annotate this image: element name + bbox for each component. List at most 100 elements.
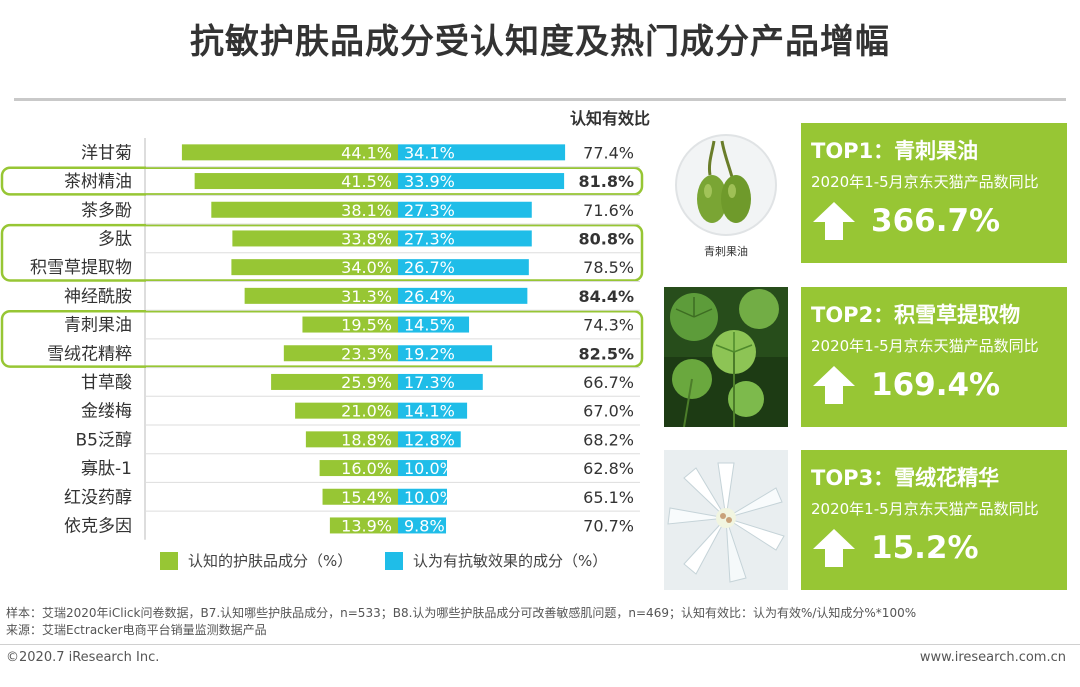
blue-bar-label: 12.8% (404, 430, 455, 449)
website: www.iresearch.com.cn (919, 650, 1066, 665)
blue-bar-label: 14.5% (404, 316, 455, 335)
ratio-label: 77.4% (583, 143, 634, 162)
legend-swatch-blue (385, 551, 403, 570)
ratio-label: 78.5% (583, 258, 634, 277)
blue-bar-label: 27.3% (404, 201, 455, 220)
blue-bar (398, 460, 447, 477)
category-label: 雪绒花精粹 (47, 344, 132, 364)
green-bar (194, 173, 398, 190)
green-bar (232, 230, 398, 247)
green-bar-label: 44.1% (341, 143, 392, 162)
ratio-label: 82.5% (578, 344, 634, 363)
blue-bar (398, 431, 461, 448)
ratio-label: 66.7% (583, 373, 634, 392)
highlight-group-1 (0, 166, 644, 196)
category-label: 茶树精油 (64, 172, 132, 192)
legend-item-blue: 认为有抗敏效果的成分（%） (385, 550, 607, 571)
green-bar-label: 18.8% (341, 430, 392, 449)
green-bar (283, 345, 398, 362)
footnote-sample: 样本：艾瑞2020年iClick问卷数据，B7.认知哪些护肤品成分，n=533；… (6, 606, 917, 620)
ratio-label: 68.2% (583, 430, 634, 449)
legend-swatch-green (160, 551, 178, 570)
page-title: 抗敏护肤品成分受认知度及热门成分产品增幅 (190, 22, 890, 62)
category-label: 寡肽-1 (81, 459, 132, 479)
blue-bar (398, 230, 532, 247)
ratio-label: 84.4% (578, 287, 634, 306)
blue-bar (398, 287, 528, 304)
ratio-label: 71.6% (583, 201, 634, 220)
green-bar (271, 373, 398, 390)
green-bar-label: 38.1% (341, 201, 392, 220)
blue-bar-label: 9.8% (404, 516, 445, 535)
green-bar-label: 23.3% (341, 344, 392, 363)
category-label: 青刺果油 (64, 316, 132, 336)
blue-bar-label: 33.9% (404, 172, 455, 191)
top1-subtitle: 2020年1-5月京东天猫产品数同比 (811, 173, 1039, 191)
ratio-label: 67.0% (583, 402, 634, 421)
ratio-label: 74.3% (583, 316, 634, 335)
top2-card: TOP2：积雪草提取物 2020年1-5月京东天猫产品数同比 169.4% (801, 287, 1067, 427)
category-label: 洋甘菊 (81, 143, 132, 163)
green-bar-label: 13.9% (341, 516, 392, 535)
footnote-source: 来源：艾瑞Ectracker电商平台销量监测数据产品 (6, 623, 267, 637)
green-bar-label: 21.0% (341, 402, 392, 421)
ratio-label: 62.8% (583, 459, 634, 478)
blue-bar (398, 517, 447, 534)
green-bar (244, 287, 398, 304)
green-bar (322, 488, 398, 505)
green-bar-label: 31.3% (341, 287, 392, 306)
green-bar (329, 517, 398, 534)
ratio-label: 65.1% (583, 488, 634, 507)
centella-leaf-image (664, 287, 788, 427)
blue-bar-label: 26.7% (404, 258, 455, 277)
blue-bar (398, 316, 470, 333)
top3-value: 15.2% (871, 530, 979, 566)
highlight-group-2 (0, 223, 644, 282)
legend-label-blue: 认为有抗敏效果的成分（%） (413, 552, 608, 570)
up-arrow-icon (813, 529, 855, 567)
footer-divider (0, 644, 1080, 645)
photo-edelweiss (664, 450, 788, 590)
highlight-group-3 (0, 309, 644, 368)
green-bar-label: 41.5% (341, 172, 392, 191)
legend-item-green: 认知的护肤品成分（%） (160, 550, 352, 571)
category-label: B5泛醇 (76, 430, 132, 450)
ratio-label: 70.7% (583, 516, 634, 535)
green-bar-label: 15.4% (341, 488, 392, 507)
blue-bar (398, 144, 566, 161)
blue-bar-label: 10.0% (404, 488, 455, 507)
top1-value: 366.7% (871, 203, 1001, 239)
green-bar (231, 259, 398, 276)
blue-bar (398, 259, 529, 276)
green-bar (211, 201, 398, 218)
photo-qingciguo-oil: 青刺果油 (664, 123, 788, 263)
blue-bar-label: 14.1% (404, 402, 455, 421)
category-label: 红没药醇 (64, 488, 132, 508)
blue-bar-label: 26.4% (404, 287, 455, 306)
category-label: 金缕梅 (81, 402, 132, 422)
green-bar (295, 402, 398, 419)
blue-bar (398, 201, 532, 218)
photo-caption: 青刺果油 (704, 244, 748, 258)
blue-bar (398, 345, 493, 362)
green-bar (181, 144, 398, 161)
top2-subtitle: 2020年1-5月京东天猫产品数同比 (811, 337, 1039, 355)
category-label: 神经酰胺 (64, 287, 132, 307)
blue-bar (398, 173, 565, 190)
green-bar-label: 33.8% (341, 229, 392, 248)
blue-bar-label: 34.1% (404, 143, 455, 162)
green-bar-label: 19.5% (341, 316, 392, 335)
top3-card: TOP3：雪绒花精华 2020年1-5月京东天猫产品数同比 15.2% (801, 450, 1067, 590)
legend-label-green: 认知的护肤品成分（%） (188, 552, 353, 570)
title-divider (14, 98, 1066, 101)
category-label: 依克多因 (64, 516, 132, 536)
top3-subtitle: 2020年1-5月京东天猫产品数同比 (811, 500, 1039, 518)
top2-value: 169.4% (871, 367, 1001, 403)
ratio-label: 81.8% (578, 172, 634, 191)
blue-bar (398, 402, 468, 419)
up-arrow-icon (813, 366, 855, 404)
top1-title: TOP1：青刺果油 (811, 139, 979, 163)
category-label: 多肽 (98, 229, 132, 249)
blue-bar-label: 10.0% (404, 459, 455, 478)
